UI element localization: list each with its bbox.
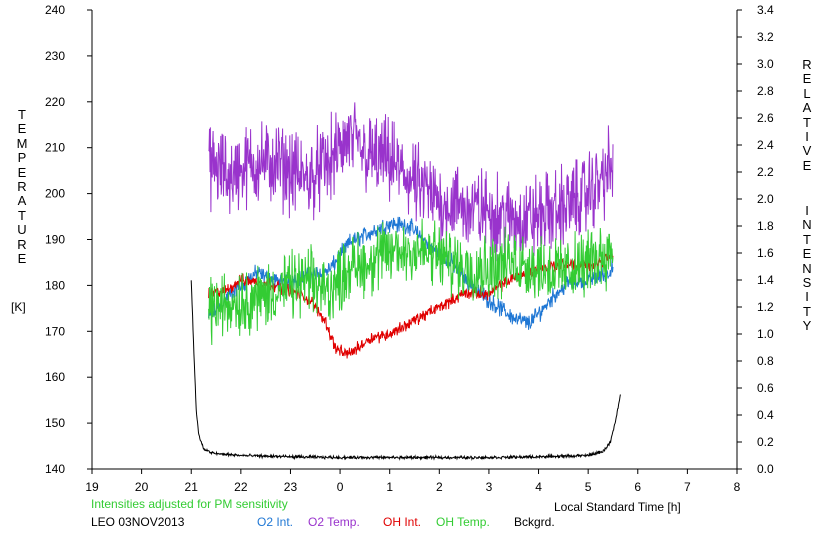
axis-title-letter: I [805,203,809,218]
series-line-o2-int [208,216,614,330]
series-layer [190,102,621,461]
axis-title-letter: S [802,275,812,291]
left-tick-label: 190 [45,233,65,247]
right-tick-label: 2.0 [757,192,774,206]
right-tick-label: 1.6 [757,246,774,260]
axis-title-letter: E [802,71,812,87]
right-tick-label: 0.4 [757,408,774,422]
x-tick-label: 4 [535,480,542,494]
left-tick-label: 230 [45,49,65,63]
x-axis-label: Local Standard Time [h] [554,500,681,514]
axis-title-letter: Y [802,318,812,334]
legend-o2-temp: O2 Temp. [308,515,360,529]
right-tick-label: 1.2 [757,300,774,314]
left-tick-label: 210 [45,141,65,155]
axis-title-letter: E [17,251,27,267]
right-tick-label: 3.2 [757,30,774,44]
x-tick-label: 22 [234,480,248,494]
station-label: LEO 03NOV2013 [91,515,185,529]
axis-title-letter: T [803,114,811,130]
legend-o2-int: O2 Int. [257,515,294,529]
axis-title-letter: A [17,193,27,209]
right-tick-label: 1.4 [757,273,774,287]
axis-title-letter: I [805,289,809,305]
right-tick-label: 1.8 [757,219,774,233]
axis-title-letter: M [16,135,28,151]
right-tick-label: 0.6 [757,381,774,395]
left-tick-label: 160 [45,370,65,384]
legend-oh-int: OH Int. [383,515,422,529]
axis-title-letter: T [803,303,811,319]
axis-title-letter: E [17,121,27,137]
x-tick-label: 1 [386,480,393,494]
legend-bckgrd: Bckgrd. [514,515,555,529]
right-tick-label: 0.0 [757,462,774,476]
axis-title-letter: R [17,236,27,252]
x-tick-label: 21 [185,480,199,494]
axis-title-letter: P [17,150,27,166]
axis-title-letter: E [17,164,27,180]
x-tick-label: 0 [337,480,344,494]
left-tick-label: 240 [45,3,65,17]
right-tick-label: 3.4 [757,3,774,17]
x-tick-label: 8 [734,480,741,494]
right-tick-label: 0.8 [757,354,774,368]
axis-title-letter: N [802,260,812,276]
x-tick-label: 6 [634,480,641,494]
left-tick-label: 140 [45,462,65,476]
axis-title-letter: I [805,129,809,145]
series-line-oh-temp [208,218,614,346]
axis-title-letter: E [802,246,812,262]
plot-frame [91,10,738,470]
x-tick-label: 2 [436,480,443,494]
left-tick-label: 170 [45,324,65,338]
axis-layer: 1401501601701801902002102202302400.00.20… [45,3,774,494]
axis-title-letter: V [802,143,812,159]
axis-title-letter: R [17,179,27,195]
x-tick-label: 7 [684,480,691,494]
right-tick-label: 2.2 [757,165,774,179]
x-tick-label: 3 [486,480,493,494]
legend-oh-temp: OH Temp. [436,515,490,529]
axis-title-letter: T [18,107,26,122]
axis-title-letter: T [18,207,26,223]
left-tick-label: 200 [45,187,65,201]
axis-title-letter: U [17,222,27,238]
right-tick-label: 2.6 [757,111,774,125]
axis-title-letter: T [803,231,811,247]
left-tick-label: 180 [45,278,65,292]
right-tick-label: 0.2 [757,435,774,449]
right-tick-label: 2.8 [757,84,774,98]
right-tick-label: 2.4 [757,138,774,152]
right-tick-label: 1.0 [757,327,774,341]
axis-title-letter: N [802,217,812,233]
series-line-o2-temp [208,102,614,262]
series-line-bckgrd [190,280,621,461]
axis-title-letter: E [802,157,812,173]
x-tick-label: 20 [135,480,149,494]
left-axis-unit: [K] [11,300,26,314]
x-tick-label: 23 [284,480,298,494]
axis-title-letter: R [802,57,812,72]
x-tick-label: 19 [85,480,99,494]
axis-title-letter: A [802,100,812,116]
axis-title-letter: L [803,85,811,101]
pm-note: Intensities adjusted for PM sensitivity [91,497,288,511]
right-tick-label: 3.0 [757,57,774,71]
left-tick-label: 220 [45,95,65,109]
x-tick-label: 5 [585,480,592,494]
left-tick-label: 150 [45,416,65,430]
